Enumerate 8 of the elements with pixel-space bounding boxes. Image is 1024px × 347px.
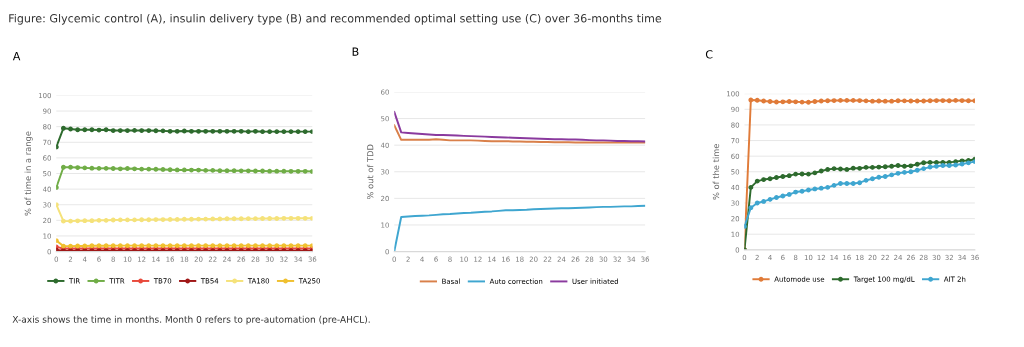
y-axis-title: % out of TDD <box>366 144 374 200</box>
chart-title: C <box>705 50 713 59</box>
text: Figure: Glycemic control (A), insulin delivery type (B) and recommended optimal setting use (C) over 36-months time <box>9 13 662 25</box>
text: X-axis shows the time in months. Month 0 refers to pre-automation (pre-AHCL). <box>12 315 370 325</box>
y-axis-title: % of time in a range <box>24 131 33 216</box>
chart-title: B <box>352 47 359 56</box>
y-axis-title: % of the time <box>712 144 720 200</box>
chart-title: A <box>12 52 21 61</box>
